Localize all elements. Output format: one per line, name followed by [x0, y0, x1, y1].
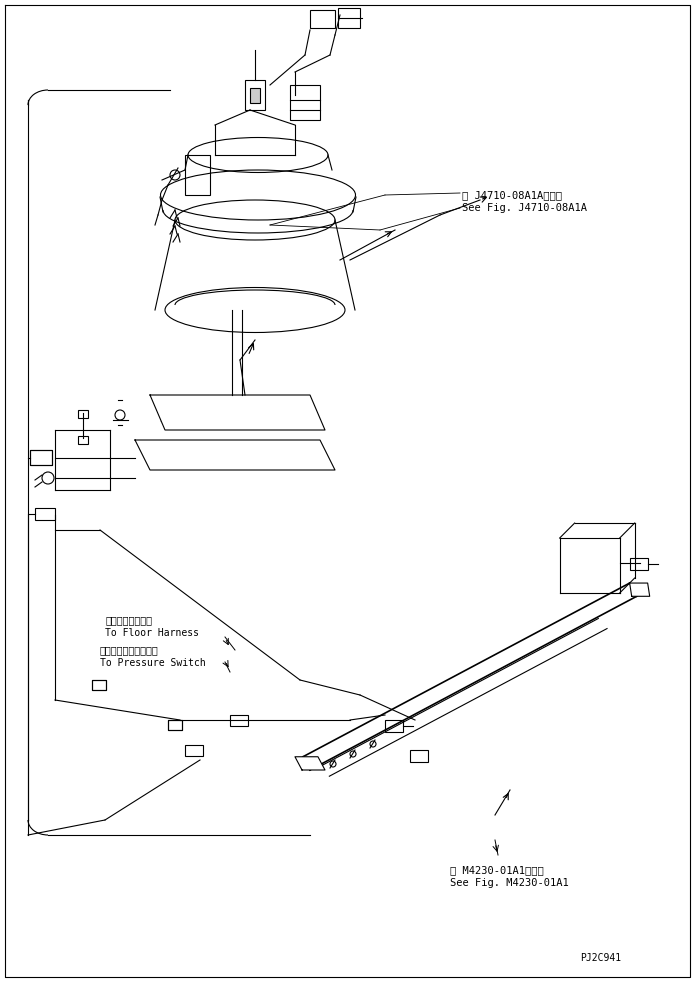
Text: PJ2C941: PJ2C941 — [580, 953, 621, 963]
Bar — [630, 558, 648, 571]
Bar — [78, 436, 88, 444]
Bar — [338, 8, 360, 28]
Bar — [30, 450, 52, 465]
Bar — [92, 680, 106, 690]
Polygon shape — [135, 440, 335, 470]
Text: To Pressure Switch: To Pressure Switch — [100, 658, 206, 668]
Bar — [168, 720, 182, 730]
Bar — [35, 508, 55, 520]
Bar — [250, 88, 260, 103]
Polygon shape — [150, 395, 325, 430]
Bar — [385, 720, 403, 732]
Text: To Floor Harness: To Floor Harness — [105, 628, 199, 638]
Bar — [30, 450, 52, 465]
Text: 第 J4710-08A1A図参照: 第 J4710-08A1A図参照 — [462, 190, 562, 200]
Bar — [92, 680, 106, 690]
Bar — [230, 715, 248, 726]
Text: See Fig. J4710-08A1A: See Fig. J4710-08A1A — [462, 203, 587, 213]
Bar — [410, 750, 428, 762]
Polygon shape — [630, 583, 650, 596]
Bar — [185, 745, 203, 756]
Text: See Fig. M4230-01A1: See Fig. M4230-01A1 — [450, 878, 569, 888]
Text: プレッシャスイッチへ: プレッシャスイッチへ — [100, 645, 158, 655]
Polygon shape — [295, 757, 325, 770]
Bar — [290, 85, 320, 120]
Bar — [185, 155, 210, 195]
Text: フロアハーネスへ: フロアハーネスへ — [105, 615, 152, 625]
Bar — [310, 10, 335, 28]
Bar — [245, 80, 265, 110]
Bar — [78, 410, 88, 418]
Text: 第 M4230-01A1図参照: 第 M4230-01A1図参照 — [450, 865, 543, 875]
Bar — [168, 720, 182, 730]
